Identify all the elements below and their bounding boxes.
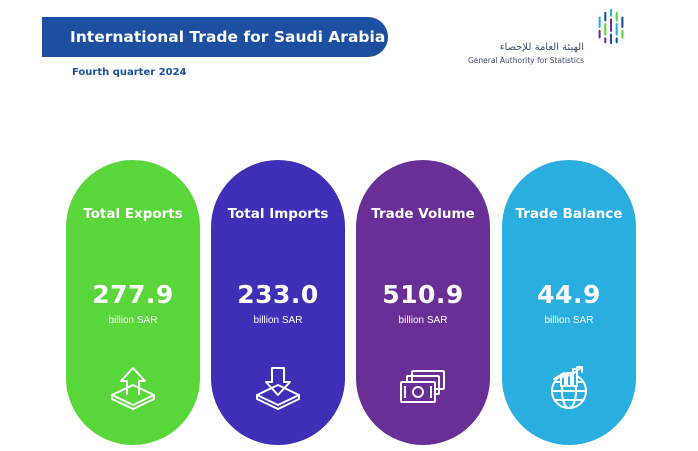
card-label: Total Imports: [227, 206, 329, 222]
banknotes-stack-icon: [398, 365, 448, 411]
export-tray-arrow-up-icon: [108, 365, 158, 411]
card-value: 277.9: [92, 280, 174, 309]
card-unit: billion SAR: [544, 315, 594, 326]
card-unit: billion SAR: [108, 315, 158, 326]
card-value: 44.9: [537, 280, 601, 309]
gastat-logo-mark-icon: [598, 8, 624, 45]
card-label: Trade Volume: [371, 206, 475, 222]
logo-english-name: General Authority for Statistics: [467, 56, 584, 65]
gastat-logo: الهيئة العامة للإحصاء General Authority …: [468, 8, 636, 68]
card-value: 510.9: [382, 280, 464, 309]
card-unit: billion SAR: [398, 315, 448, 326]
page-title-banner: International Trade for Saudi Arabia: [42, 17, 388, 57]
page-title: International Trade for Saudi Arabia: [70, 28, 386, 46]
trade-volume-card: Trade Volume 510.9 billion SAR: [356, 160, 490, 445]
card-unit: billion SAR: [253, 315, 303, 326]
card-label: Total Exports: [83, 206, 183, 222]
period-subtitle: Fourth quarter 2024: [72, 67, 187, 78]
globe-growth-chart-icon: [544, 365, 594, 411]
trade-balance-card: Trade Balance 44.9 billion SAR: [502, 160, 636, 445]
logo-arabic-name: الهيئة العامة للإحصاء: [499, 42, 584, 53]
card-label: Trade Balance: [515, 206, 623, 222]
total-exports-card: Total Exports 277.9 billion SAR: [66, 160, 200, 445]
total-imports-card: Total Imports 233.0 billion SAR: [211, 160, 345, 445]
import-tray-arrow-down-icon: [253, 365, 303, 411]
card-value: 233.0: [237, 280, 319, 309]
